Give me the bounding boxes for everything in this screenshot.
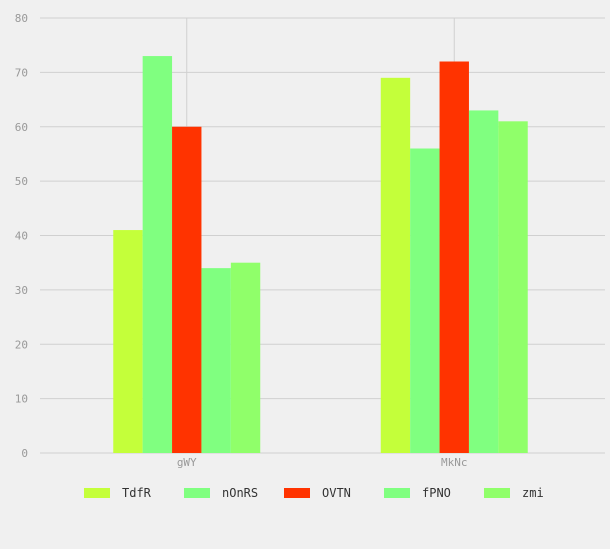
- y-tick-label: 50: [15, 175, 28, 188]
- bar: [142, 56, 173, 453]
- bar: [201, 268, 231, 453]
- y-tick-label: 20: [15, 338, 28, 351]
- bar: [172, 126, 202, 453]
- y-tick-label: 80: [15, 12, 28, 25]
- bar: [498, 121, 528, 453]
- bar: [410, 148, 440, 453]
- bar: [439, 61, 469, 453]
- y-tick-label: 40: [15, 230, 28, 243]
- x-tick-label: gWY: [177, 456, 197, 469]
- legend-label: zmi: [522, 486, 544, 500]
- x-axis: gWY MkNc: [177, 456, 468, 469]
- bar: [380, 77, 411, 453]
- legend-label: OVTN: [322, 486, 351, 500]
- legend-swatch: [384, 488, 410, 498]
- bar: [113, 230, 143, 453]
- y-tick-label: 0: [21, 447, 28, 460]
- x-tick-label: MkNc: [441, 456, 468, 469]
- y-tick-label: 10: [15, 393, 28, 406]
- legend: TdfR nOnRS OVTN fPNO zmi: [84, 486, 544, 500]
- y-tick-label: 60: [15, 121, 28, 134]
- bars: [113, 56, 528, 453]
- y-axis: 0 10 20 30 40 50 60 70 80: [15, 12, 28, 460]
- y-tick-label: 30: [15, 284, 28, 297]
- legend-label: fPNO: [422, 486, 451, 500]
- bar: [468, 110, 499, 453]
- legend-swatch: [184, 488, 210, 498]
- legend-label: TdfR: [122, 486, 152, 500]
- y-tick-label: 70: [15, 66, 28, 79]
- bar: [230, 262, 261, 453]
- legend-label: nOnRS: [222, 486, 258, 500]
- legend-swatch: [484, 488, 510, 498]
- legend-swatch: [84, 488, 110, 498]
- legend-swatch: [284, 488, 310, 498]
